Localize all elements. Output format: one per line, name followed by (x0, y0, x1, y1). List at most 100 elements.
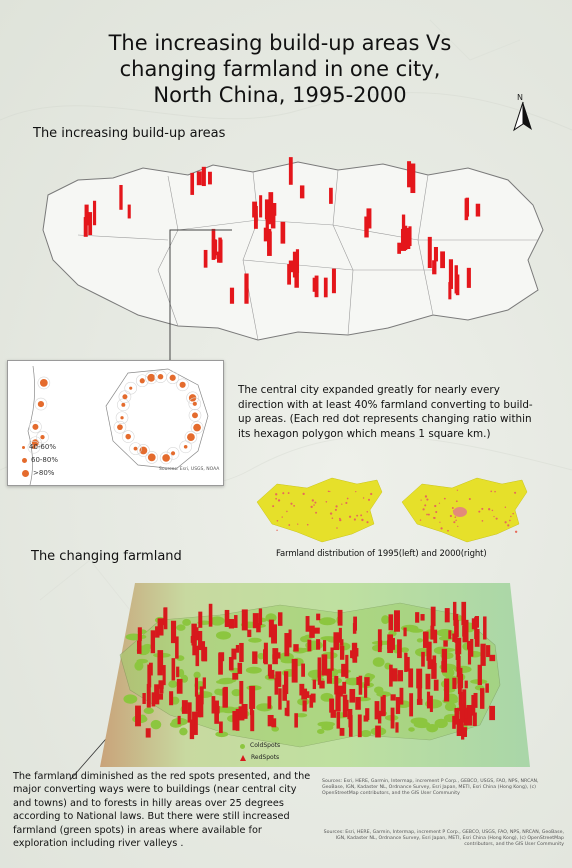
redspot-column (237, 662, 243, 674)
coldspot (136, 658, 149, 664)
redspot-column (258, 608, 263, 626)
redspot-column (473, 692, 478, 708)
buildup-column (294, 267, 299, 288)
change-ratio-dot (179, 381, 186, 388)
redspot-column (201, 641, 206, 661)
buildup-column (268, 192, 274, 223)
redspot-column (329, 698, 335, 713)
redspot-column (390, 694, 396, 701)
redspot-column (187, 702, 192, 723)
buildup-speck (302, 492, 305, 496)
redspot-column (377, 629, 382, 653)
buildup-column (329, 187, 333, 204)
redspot-column (489, 705, 496, 721)
change-ratio-dot (32, 423, 39, 430)
redspot-column (456, 718, 463, 737)
buildup-column (264, 199, 270, 220)
redspot-column (198, 611, 203, 628)
redspot-column (452, 677, 457, 689)
coldspot (271, 726, 280, 732)
redspot-column (249, 685, 256, 709)
redspot-column (195, 695, 201, 712)
buildup-column (466, 267, 471, 288)
redspot-column (421, 651, 425, 667)
buildup-column (267, 234, 271, 247)
redspot-column (356, 676, 361, 685)
redspot-column (425, 673, 431, 690)
coldspot (231, 689, 242, 697)
change-ratio-dot (32, 445, 36, 449)
redspot-column (274, 678, 279, 695)
buildup-speck (434, 504, 437, 508)
redspot-column (294, 713, 298, 728)
buildup-column (244, 273, 249, 304)
legend-item-80: >80% (22, 467, 58, 480)
redspot-column (305, 691, 310, 698)
redspot-column (214, 700, 219, 724)
buildup-column (397, 242, 402, 254)
buildup-speck (341, 503, 343, 505)
redspot-column (284, 633, 290, 657)
redspot-column (224, 609, 230, 627)
coldspot (193, 671, 201, 679)
buildup-column (265, 213, 269, 242)
hexagon-cell (118, 390, 132, 404)
redspot-column (432, 655, 437, 667)
buildup-column (196, 171, 202, 186)
redspot-column (157, 656, 163, 676)
north-label: N (517, 93, 523, 102)
redspot-column (147, 664, 152, 688)
redspot-column (211, 696, 216, 714)
buildup-speck (334, 508, 337, 511)
redspot-column (375, 725, 381, 738)
buildup-speck (348, 515, 352, 518)
redspot-column (272, 654, 278, 665)
redspot-column (157, 693, 164, 700)
redspot-column (151, 692, 156, 707)
buildup-speck (438, 502, 441, 504)
redspot-column (239, 642, 244, 662)
district-boundaries (77, 169, 538, 341)
redspot-column (455, 649, 461, 660)
coldspot (376, 691, 391, 697)
redspot-column (408, 668, 414, 688)
coldspot (318, 617, 336, 626)
hexagon-cell (166, 371, 179, 385)
coldspot (416, 638, 424, 643)
redspot-column (395, 722, 399, 733)
redspot-column (155, 626, 160, 638)
redspot-column (480, 643, 486, 666)
buildup-speck (276, 520, 279, 522)
buildup-speck (427, 513, 430, 516)
buildup-column (427, 236, 432, 269)
coldspot (400, 647, 410, 653)
buildup-column (314, 275, 319, 298)
redspot-column (268, 669, 275, 679)
redspot-column (415, 612, 420, 623)
hexagon-cell (188, 397, 202, 411)
redspot-column (422, 631, 429, 648)
redspot-column (457, 685, 462, 695)
redspot-column (235, 644, 240, 653)
buildup-speck (277, 499, 281, 502)
redspot-column (232, 711, 237, 731)
hexagon-cell (124, 381, 138, 395)
redspot-column (456, 655, 461, 672)
hexagon-cell (29, 420, 42, 434)
hexagon-cell (176, 378, 189, 392)
legend-label: ColdSpots (250, 742, 281, 749)
hexagon-cell (117, 398, 130, 412)
buildup-column (400, 228, 406, 251)
redspot-column (228, 618, 234, 629)
buildup-speck (493, 515, 495, 518)
redspot-column (326, 668, 332, 684)
redspot-column (163, 607, 168, 630)
buildup-speck (335, 505, 338, 508)
buildup-column (127, 204, 131, 219)
redspot-column (170, 620, 177, 644)
redspot-column (461, 601, 467, 626)
redspot-column (391, 668, 398, 682)
buildup-column (401, 214, 406, 240)
buildup-speck (287, 492, 290, 494)
redspot-column (235, 708, 240, 731)
